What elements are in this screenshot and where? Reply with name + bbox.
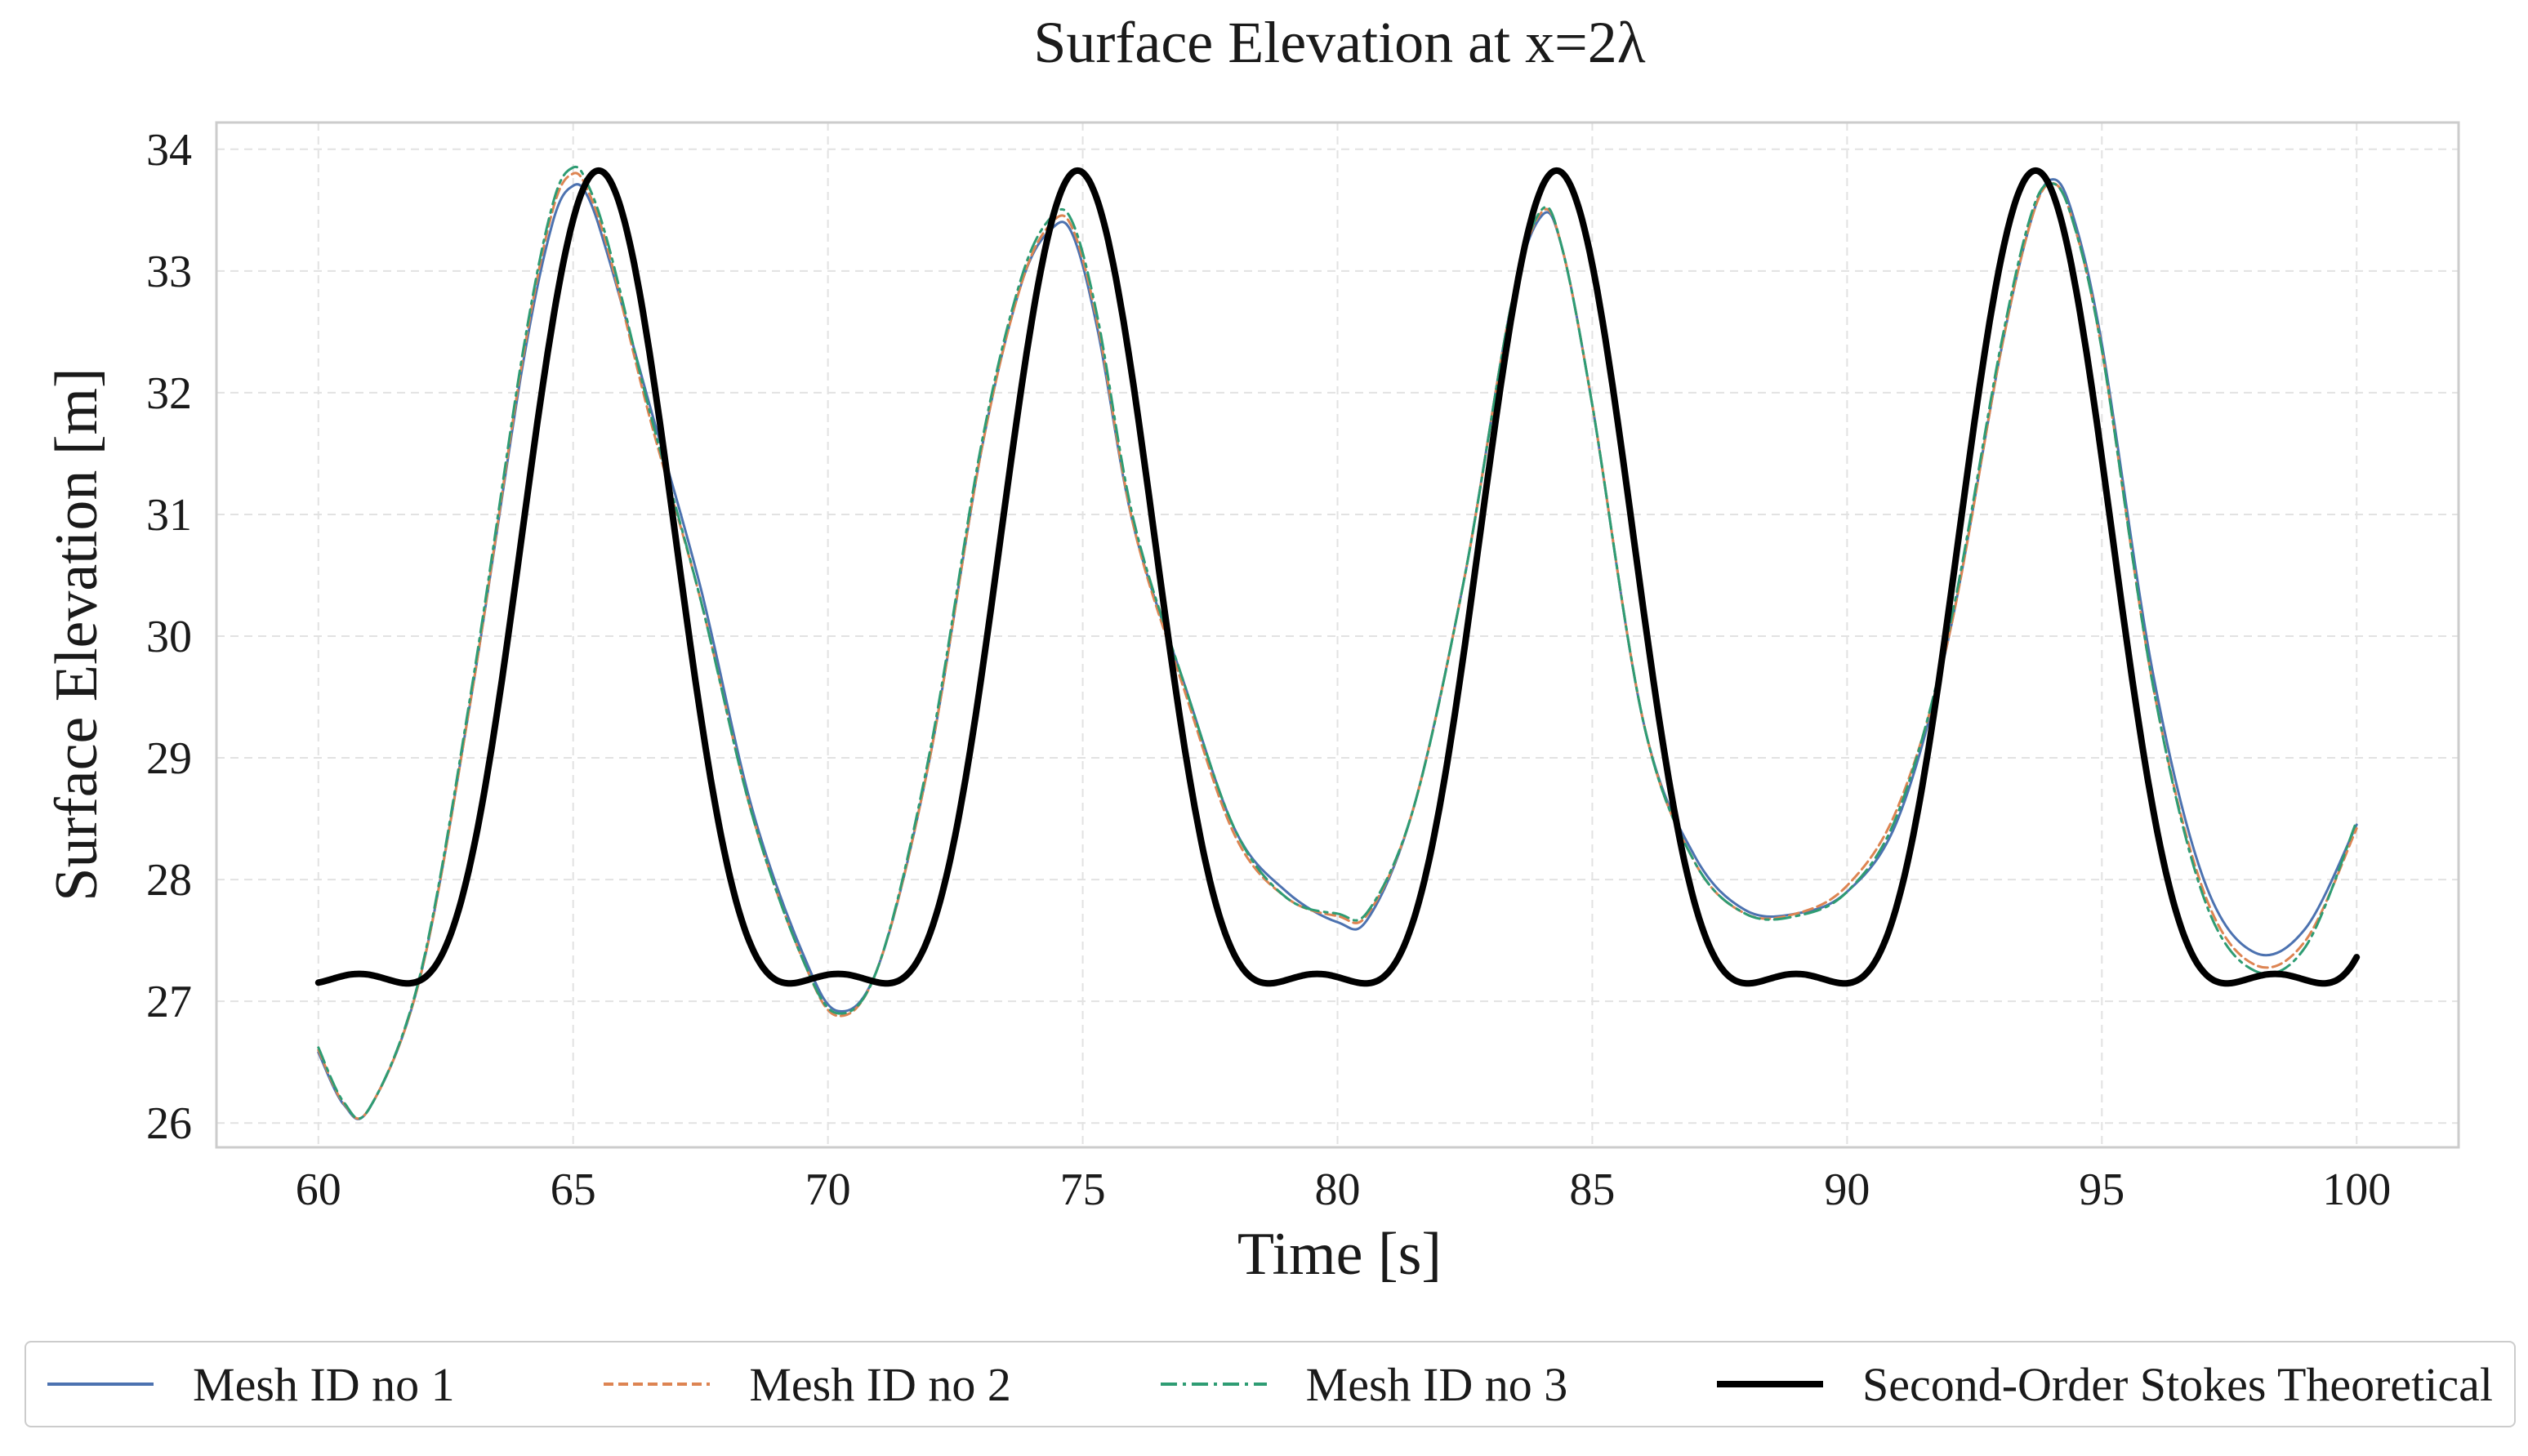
legend-swatch-mesh-1	[47, 1383, 154, 1386]
x-tick-label: 80	[1315, 1164, 1361, 1215]
x-tick-label: 90	[1824, 1164, 1870, 1215]
y-axis-label: Surface Elevation [m]	[43, 367, 110, 901]
y-tick-label: 31	[146, 490, 192, 541]
y-tick-label: 28	[146, 855, 192, 906]
legend-item-mesh-2: Mesh ID no 2	[604, 1357, 1011, 1412]
legend-item-mesh-3: Mesh ID no 3	[1160, 1357, 1568, 1412]
legend-label-mesh-3: Mesh ID no 3	[1305, 1357, 1568, 1411]
x-tick-label: 75	[1060, 1164, 1106, 1215]
y-tick-label: 34	[146, 125, 192, 176]
y-tick-label: 32	[146, 368, 192, 419]
x-tick-label: 60	[296, 1164, 341, 1215]
tick-layer: 60 65 70 75 80 85 90 95 100 26 27 28 29 30 31 32 33 34	[146, 125, 2391, 1215]
legend-swatch-mesh-3	[1160, 1383, 1267, 1386]
legend-swatch-mesh-2	[604, 1383, 711, 1386]
chart-title: Surface Elevation at x=2λ	[1033, 10, 1645, 75]
legend: Mesh ID no 1 Mesh ID no 2 Mesh ID no 3 S…	[25, 1341, 2516, 1427]
legend-item-stokes: Second-Order Stokes Theoretical	[1716, 1357, 2493, 1412]
x-tick-label: 100	[2322, 1164, 2391, 1215]
series-line-mesh-1	[317, 178, 2358, 1120]
legend-swatch-stokes	[1716, 1381, 1823, 1387]
series-line-mesh-2	[317, 171, 2358, 1120]
y-tick-label: 26	[146, 1098, 192, 1149]
grid-layer	[216, 122, 2459, 1147]
x-axis-label: Time [s]	[1237, 1221, 1442, 1288]
series-line-stokes	[314, 167, 2361, 987]
y-tick-label: 29	[146, 733, 192, 784]
y-tick-label: 33	[146, 247, 192, 297]
y-tick-label: 30	[146, 612, 192, 662]
legend-item-mesh-1: Mesh ID no 1	[47, 1357, 455, 1412]
y-tick-label: 27	[146, 977, 192, 1027]
legend-label-mesh-1: Mesh ID no 1	[193, 1357, 455, 1411]
legend-label-stokes: Second-Order Stokes Theoretical	[1861, 1357, 2493, 1411]
plot-frame	[215, 121, 2460, 1149]
x-tick-label: 65	[551, 1164, 596, 1215]
x-tick-label: 95	[2079, 1164, 2125, 1215]
legend-label-mesh-2: Mesh ID no 2	[749, 1357, 1011, 1411]
x-tick-label: 70	[805, 1164, 851, 1215]
series-layer	[314, 165, 2361, 1120]
series-line-mesh-3	[317, 165, 2358, 1120]
x-tick-label: 85	[1569, 1164, 1615, 1215]
